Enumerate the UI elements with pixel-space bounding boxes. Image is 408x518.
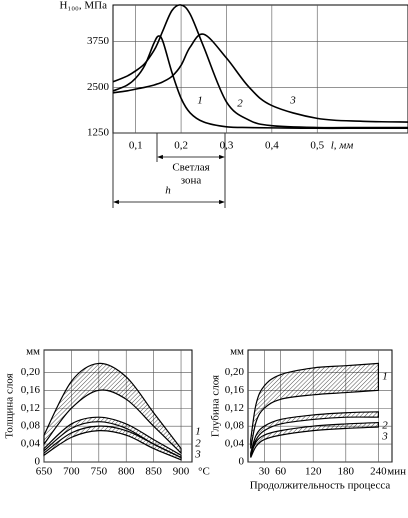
x-tick-label: 0,1 (129, 140, 143, 152)
curve-label: 3 (289, 95, 296, 107)
x-tick-label: 30 (259, 466, 271, 478)
y-tick-label: 2500 (87, 81, 110, 93)
bracket-lines (112, 133, 226, 208)
y-tick-label: 0,08 (21, 420, 41, 432)
y-tick-label: 1250 (87, 127, 110, 139)
y-tick-label: 0,12 (21, 402, 40, 414)
y-tick-label: 0,04 (21, 438, 41, 450)
x-tick-label: 0,5 (310, 140, 324, 152)
curve-label: 2 (195, 438, 201, 450)
curve-label: 1 (382, 371, 388, 383)
y-tick-label: 3750 (87, 35, 110, 47)
x-unit: °C (198, 466, 210, 478)
x-axis-label: Продолжительность процесса (250, 480, 391, 492)
y-tick-label: 0,08 (225, 420, 245, 432)
y-tick-label: 0,16 (225, 384, 245, 396)
x-tick-label: 60 (275, 466, 287, 478)
curve-label: 1 (197, 95, 203, 107)
band (250, 362, 380, 449)
x-unit: мин (387, 466, 406, 478)
curve-label: 2 (382, 420, 388, 432)
curve (112, 33, 408, 123)
x-tick-label: 900 (173, 466, 190, 478)
x-tick-label: 0,3 (220, 140, 234, 152)
x-tick-label: 120 (305, 466, 322, 478)
y-unit: мм (230, 346, 244, 358)
curve-label: 3 (381, 431, 388, 443)
band (43, 362, 182, 455)
band (43, 425, 182, 461)
x-tick-label: 240 (370, 466, 387, 478)
x-tick-label: 650 (36, 466, 53, 478)
curve-label: 2 (237, 98, 243, 110)
annotation: h (165, 185, 171, 197)
x-tick-label: 0,2 (174, 140, 188, 152)
x-tick-label: 800 (118, 466, 135, 478)
x-tick-label: 850 (145, 466, 162, 478)
curve-label: 1 (195, 426, 201, 438)
y-tick-label: 0 (35, 456, 41, 468)
x-tick-label: 180 (338, 466, 355, 478)
annotation: Светлая (172, 162, 209, 174)
plot-frame (112, 4, 408, 134)
x-tick-label: 0,4 (265, 140, 279, 152)
curve (112, 4, 408, 129)
y-tick-label: 0,20 (21, 366, 41, 378)
band (250, 411, 380, 456)
x-tick-label: 750 (91, 466, 108, 478)
y-unit: мм (26, 346, 40, 358)
curve-label: 3 (194, 449, 201, 461)
y-axis-label: Толщина слоя (4, 373, 16, 438)
band (250, 421, 380, 458)
x-axis-label: l, мм (331, 140, 354, 152)
y-tick-label: 0,04 (225, 438, 245, 450)
x-tick-label: 700 (63, 466, 80, 478)
curve (112, 35, 408, 130)
y-tick-label: 0,16 (21, 384, 41, 396)
y-tick-label: 0 (239, 456, 245, 468)
y-axis-label: Глубина слоя (210, 375, 222, 437)
y-tick-label: 0,12 (225, 402, 244, 414)
annotation: зона (181, 175, 202, 187)
y-axis-label: H₁₀₀, МПа (59, 0, 107, 12)
y-tick-label: 0,20 (225, 366, 245, 378)
